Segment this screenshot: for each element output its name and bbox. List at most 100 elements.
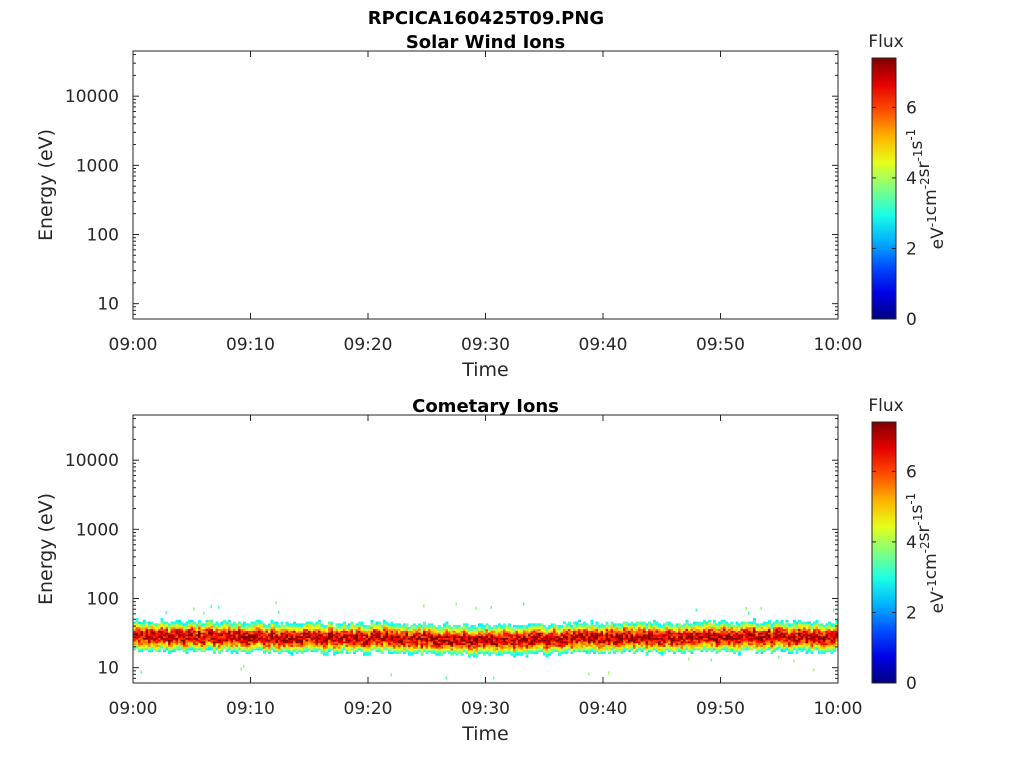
heatmap-cell (328, 626, 331, 630)
heatmap-cell (813, 637, 816, 640)
heatmap-cell (403, 626, 406, 630)
heatmap-cell (563, 642, 566, 646)
heatmap-cell (390, 635, 394, 638)
heatmap-cell (730, 625, 734, 628)
heatmap-cell (275, 628, 279, 631)
heatmap-cell (813, 635, 816, 638)
heatmap-cell (660, 626, 664, 630)
heatmap-cell (485, 646, 489, 649)
heatmap-cell (198, 621, 201, 624)
heatmap-cell (518, 649, 521, 653)
heatmap-cell (330, 625, 334, 628)
heatmap-cell (630, 639, 634, 642)
heatmap-cell (180, 628, 184, 631)
heatmap-cell (293, 635, 296, 638)
heatmap-cell (813, 648, 816, 651)
heatmap-cell (680, 641, 684, 644)
heatmap-cell (218, 646, 221, 649)
heatmap-cell (600, 623, 604, 626)
heatmap-cell (663, 644, 666, 647)
heatmap-cell (403, 623, 406, 626)
heatmap-cell (370, 623, 374, 626)
heatmap-cell (278, 626, 281, 630)
heatmap-cell (680, 634, 684, 637)
heatmap-cell (675, 626, 679, 630)
heatmap-cell (650, 634, 654, 637)
heatmap-cell (600, 639, 604, 642)
heatmap-cell (315, 628, 319, 631)
heatmap-cell (340, 637, 344, 640)
heatmap-cell (818, 632, 821, 635)
heatmap-cell (835, 641, 839, 644)
heatmap-cell (578, 623, 581, 626)
heatmap-cell (540, 639, 544, 642)
heatmap-cell (480, 642, 484, 646)
heatmap-cell (685, 646, 689, 649)
heatmap-cell (608, 649, 611, 653)
heatmap-cell (225, 646, 229, 649)
heatmap-cell (335, 641, 339, 644)
heatmap-cell (743, 630, 746, 633)
heatmap-cell (543, 626, 546, 630)
heatmap-cell (440, 646, 444, 649)
heatmap-cell (390, 632, 394, 635)
heatmap-cell (833, 648, 836, 651)
heatmap-cell (523, 648, 526, 651)
heatmap-cell (565, 628, 569, 631)
heatmap-cell (520, 644, 524, 647)
heatmap-cell (255, 648, 259, 651)
heatmap-cell (360, 641, 364, 644)
heatmap-cell (775, 639, 779, 642)
heatmap-cell (175, 626, 179, 630)
heatmap-cell (563, 635, 566, 638)
heatmap-cell (723, 644, 726, 647)
heatmap-cell (338, 648, 341, 651)
heatmap-cell (500, 637, 504, 640)
heatmap-cell (525, 637, 529, 640)
heatmap-cell (185, 635, 189, 638)
heatmap-cell (255, 642, 259, 646)
heatmap-cell (545, 635, 549, 638)
heatmap-cell (608, 651, 611, 654)
heatmap-cell (198, 626, 201, 630)
heatmap-cell (618, 634, 621, 637)
heatmap-cell (600, 642, 604, 646)
heatmap-cell (693, 639, 696, 642)
heatmap-cell (620, 630, 624, 633)
heatmap-cell (510, 639, 514, 642)
heatmap-cell (630, 623, 634, 626)
heatmap-cell (763, 634, 766, 637)
heatmap-cell (755, 634, 759, 637)
heatmap-cell (533, 649, 536, 653)
heatmap-cell (425, 646, 429, 649)
heatmap-cell (443, 646, 446, 649)
heatmap-cell (835, 637, 839, 640)
heatmap-cell (645, 637, 649, 640)
heatmap-cell (523, 639, 526, 642)
heatmap-cell (488, 648, 491, 651)
heatmap-cell (660, 648, 664, 651)
heatmap-cell (753, 623, 756, 626)
heatmap-cell (770, 642, 774, 646)
heatmap-cell (378, 630, 381, 633)
heatmap-cell (743, 648, 746, 651)
heatmap-cell (430, 634, 434, 637)
heatmap-cell (298, 641, 301, 644)
heatmap-cell (543, 632, 546, 635)
heatmap-cell (578, 649, 581, 653)
heatmap-cell (585, 630, 589, 633)
heatmap-cell (468, 626, 471, 630)
heatmap-cell (263, 634, 266, 637)
heatmap-cell (675, 639, 679, 642)
heatmap-cell (133, 648, 136, 651)
heatmap-cell (475, 651, 479, 654)
heatmap-cell (478, 634, 481, 637)
heatmap-cell (278, 637, 281, 640)
heatmap-cell (208, 625, 211, 628)
heatmap-cell (808, 623, 811, 626)
heatmap-cell (700, 641, 704, 644)
heatmap-cell (198, 619, 201, 622)
heatmap-cell (215, 623, 219, 626)
heatmap-cell (785, 646, 789, 649)
unit-exponent: -1 (925, 215, 939, 227)
